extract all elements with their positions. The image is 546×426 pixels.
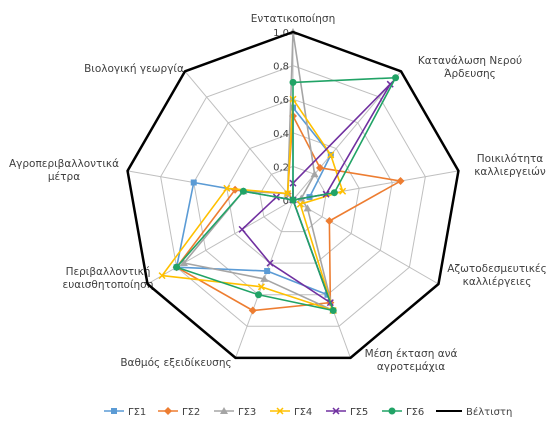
grid-ring <box>259 165 327 233</box>
axis-label: Περιβαλλοντική <box>66 266 151 278</box>
series-point-6 <box>255 291 263 299</box>
legend-marker <box>164 407 172 415</box>
axis-label: Ποικιλότητα <box>477 153 544 165</box>
axis-label: Κατανάλωση Νερού <box>418 55 522 67</box>
series-point-4 <box>327 151 335 159</box>
series-point-4 <box>296 200 304 208</box>
legend-marker <box>276 407 284 415</box>
radial-tick-label: 0 <box>283 196 289 207</box>
series-line-6 <box>175 76 397 312</box>
legend-marker <box>111 408 117 414</box>
series-point-6 <box>173 263 181 271</box>
legend-label: ΓΣ1 <box>128 407 146 418</box>
grid-spoke <box>292 70 402 201</box>
series-point-6 <box>392 74 400 82</box>
legend-label: ΓΣ3 <box>238 407 256 418</box>
grid-ring <box>193 98 393 296</box>
legend-label: ΓΣ2 <box>182 407 200 418</box>
series-point-6 <box>330 189 338 197</box>
legend-marker <box>332 407 340 415</box>
axis-label: αγροτεμάχια <box>377 361 445 373</box>
series-point-3 <box>303 204 312 212</box>
axis-label: μέτρα <box>48 171 80 183</box>
legend-marker <box>388 407 396 415</box>
series-point-4 <box>284 190 292 198</box>
series-point-4 <box>339 187 347 195</box>
series-point-3 <box>260 274 269 282</box>
series-point-2 <box>325 217 334 225</box>
radial-tick-label: 0,6 <box>273 95 289 106</box>
series-point-6 <box>289 196 297 204</box>
series-point-2 <box>315 163 324 172</box>
radial-tick-label: 0,8 <box>273 62 289 73</box>
series-point-6 <box>329 307 337 315</box>
axis-label: καλλιέργειες <box>463 276 532 288</box>
series-point-4 <box>257 283 265 291</box>
axis-label: Μέση έκταση ανά <box>365 348 458 360</box>
legend-marker <box>220 407 228 414</box>
series-point-6 <box>289 78 297 86</box>
series-point-5 <box>266 259 274 267</box>
grid-spoke <box>292 199 439 285</box>
axis-label: Βιολογική γεωργία <box>84 63 184 75</box>
axis-label: Άρδευσης <box>444 68 496 80</box>
radial-tick-label: 0,2 <box>273 162 289 173</box>
series-point-1 <box>264 268 271 275</box>
axis-label: ευαισθητοποίηση <box>63 279 154 291</box>
axis-label: Αζωτοδεσμευτικές <box>447 263 546 275</box>
series-point-3 <box>179 259 188 266</box>
series-point-1 <box>190 179 197 186</box>
legend-label: ΓΣ5 <box>350 407 368 418</box>
series-point-6 <box>239 187 247 195</box>
series-point-3 <box>310 170 319 178</box>
legend-label: ΓΣ6 <box>406 407 424 418</box>
series-point-2 <box>396 177 405 186</box>
axis-label: Εντατικοποίηση <box>251 13 336 25</box>
axis-label: Αγροπεριβαλλοντικά <box>9 158 119 170</box>
series-point-5 <box>238 225 246 233</box>
series-line-7 <box>126 30 460 360</box>
series-line-4 <box>161 98 344 312</box>
series-point-4 <box>223 184 231 192</box>
grid-spoke <box>147 199 294 285</box>
series-point-5 <box>386 80 394 88</box>
axis-label: Βαθμός εξειδίκευσης <box>120 357 231 369</box>
radial-tick-label: 1,0 <box>273 28 289 39</box>
legend-label: ΓΣ4 <box>294 407 312 418</box>
radial-tick-label: 0,4 <box>273 129 289 140</box>
series-point-4 <box>158 272 166 280</box>
series-point-2 <box>248 306 257 315</box>
grid-ring <box>160 65 426 327</box>
legend-label: Βέλτιστη <box>466 406 512 418</box>
grid-spoke <box>184 70 294 201</box>
axis-label: καλλιεργειών <box>474 166 546 178</box>
